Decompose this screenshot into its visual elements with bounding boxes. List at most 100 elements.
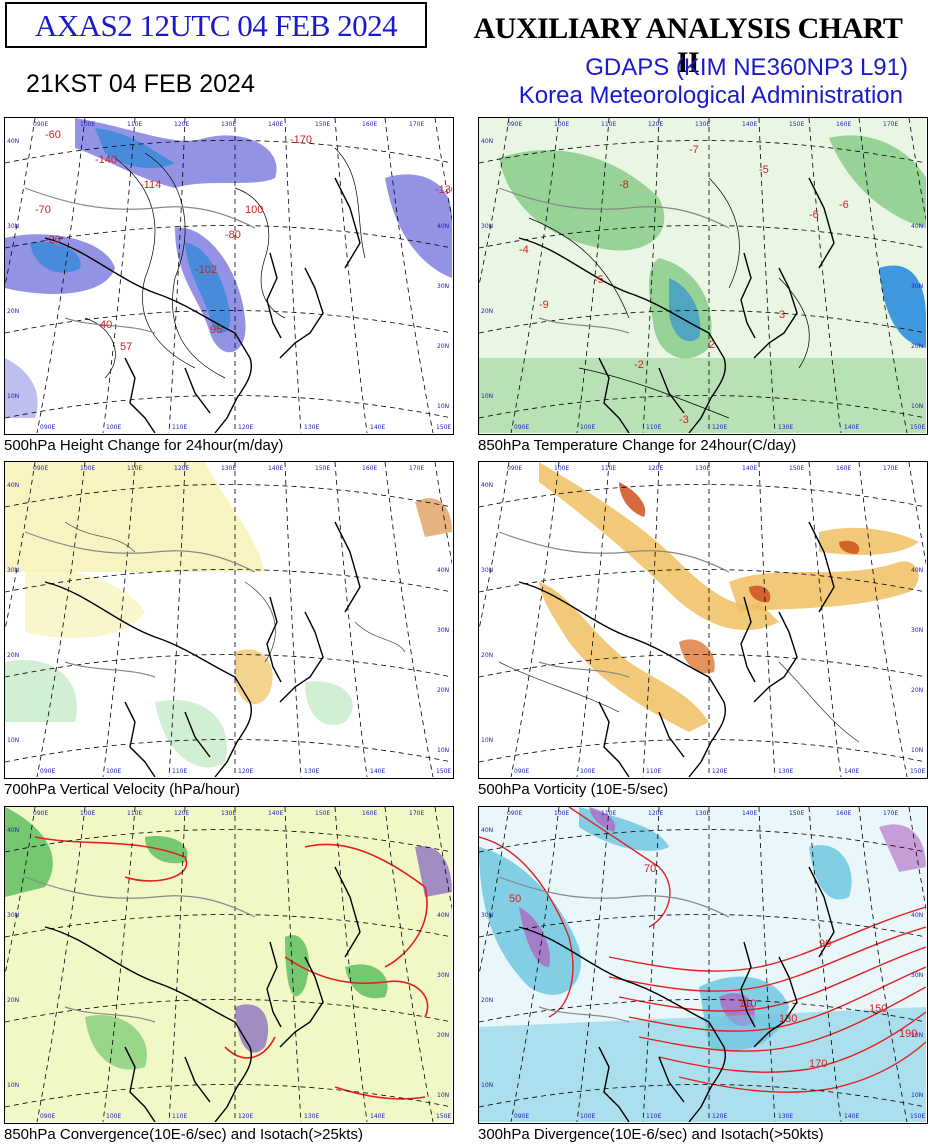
lon-label-bottom: 150E	[910, 768, 925, 775]
coastline	[518, 926, 726, 1122]
shaded-region	[145, 836, 188, 864]
shaded-region	[385, 174, 452, 278]
contour-line	[114, 157, 196, 369]
lon-label-top: 140E	[742, 810, 757, 817]
contour-line	[244, 581, 276, 663]
lon-label-top: 110E	[127, 121, 142, 128]
lat-label-right: 40N	[911, 223, 923, 230]
shaded-region	[619, 482, 646, 517]
contour-line	[578, 367, 730, 419]
value-label: -7	[689, 144, 699, 156]
lat-label-left: 30N	[7, 912, 19, 919]
lon-label-bottom: 140E	[844, 768, 859, 775]
map-svg-4: 090E 100E 110E 120E 130E 140E 150E 160E 170E 090E…	[5, 807, 452, 1122]
lon-label-top: 120E	[174, 465, 189, 472]
parallel-line	[5, 225, 452, 249]
lon-label-top: 120E	[648, 810, 663, 817]
parallel-line	[5, 654, 452, 678]
lon-label-bottom: 140E	[844, 424, 859, 431]
shaded-region	[499, 150, 665, 251]
lon-label-bottom: 150E	[436, 1113, 451, 1120]
lon-label-bottom: 110E	[646, 424, 661, 431]
shaded-region	[235, 649, 273, 705]
lon-label-bottom: 120E	[712, 424, 727, 431]
lon-label-bottom: 100E	[580, 768, 595, 775]
lon-label-top: 100E	[80, 810, 95, 817]
lat-label-left: 20N	[7, 997, 19, 1004]
contour-line	[224, 1036, 276, 1059]
value-label: -5	[759, 164, 769, 176]
lon-label-top: 150E	[315, 810, 330, 817]
value-label: -114	[140, 179, 161, 191]
lon-label-top: 120E	[174, 121, 189, 128]
lon-label-bottom: 150E	[910, 1113, 925, 1120]
shaded-region	[539, 582, 709, 732]
contour-line	[498, 661, 620, 713]
lat-label-right: 10N	[911, 747, 923, 754]
shaded-region	[185, 243, 231, 334]
contour-line	[34, 836, 188, 882]
lon-label-top: 160E	[362, 810, 377, 817]
contour-line	[638, 986, 926, 1052]
shaded-region	[345, 964, 388, 999]
shaded-region	[539, 462, 779, 631]
lon-label-top: 120E	[648, 121, 663, 128]
value-label: -102	[195, 264, 217, 276]
meridian-line	[758, 462, 776, 777]
lat-label-left: 10N	[7, 393, 19, 400]
lon-label-top: 130E	[221, 810, 236, 817]
parallel-line	[5, 1084, 452, 1108]
lon-label-top: 110E	[601, 121, 616, 128]
lon-label-top: 150E	[315, 465, 330, 472]
map-svg-3: 090E 100E 110E 120E 130E 140E 150E 160E 170E 090E…	[479, 462, 926, 777]
lon-label-top: 150E	[789, 465, 804, 472]
lat-label-left: 30N	[481, 912, 493, 919]
value-label: 2	[709, 339, 715, 351]
shaded-region	[519, 907, 550, 967]
contour-line	[608, 906, 926, 972]
lon-label-bottom: 100E	[106, 424, 121, 431]
meridian-line	[334, 807, 368, 1122]
parallel-line	[479, 395, 926, 419]
meridian-line	[384, 118, 434, 433]
value-label: 100	[245, 204, 263, 216]
lon-label-bottom: 110E	[646, 768, 661, 775]
lon-label-top: 160E	[836, 121, 851, 128]
parallel-line	[479, 225, 926, 249]
meridian-line	[642, 462, 660, 777]
lon-label-bottom: 120E	[238, 424, 253, 431]
country-border	[24, 876, 256, 1023]
lon-label-top: 120E	[648, 465, 663, 472]
lon-label-bottom: 130E	[778, 1113, 793, 1120]
value-label: -140	[95, 154, 117, 166]
shaded-region	[5, 807, 452, 1122]
lon-label-top: 170E	[409, 121, 424, 128]
lon-label-bottom: 150E	[436, 424, 451, 431]
coastline	[740, 177, 835, 359]
lat-label-left: 20N	[7, 308, 19, 315]
lon-label-top: 130E	[695, 810, 710, 817]
parallel-line	[479, 829, 926, 853]
lon-label-top: 170E	[409, 465, 424, 472]
meridian-line	[284, 118, 302, 433]
caption-500hpa-vorticity: 500hPa Vorticity (10E-5/sec)	[478, 781, 669, 798]
contour-line	[658, 1011, 926, 1073]
value-label: -4	[519, 244, 529, 256]
value-label: 150	[869, 1003, 887, 1015]
shaded-region	[30, 242, 81, 273]
parallel-line	[479, 140, 926, 164]
value-label: 170	[809, 1058, 827, 1070]
value-label: 3	[779, 309, 785, 321]
lat-label-left: 10N	[7, 1082, 19, 1089]
lon-label-bottom: 130E	[778, 424, 793, 431]
country-border	[498, 187, 730, 334]
contour-line	[334, 1086, 426, 1100]
panel-850hpa-temperature-change: 090E 100E 110E 120E 130E 140E 150E 160E 170E 090E…	[478, 117, 928, 435]
lon-label-top: 110E	[127, 465, 142, 472]
lat-label-right: 10N	[437, 747, 449, 754]
lon-label-bottom: 100E	[580, 1113, 595, 1120]
lat-label-left: 40N	[7, 827, 19, 834]
shaded-region	[5, 358, 38, 418]
caption-850hpa-temperature-change: 850hPa Temperature Change for 24hour(C/d…	[478, 437, 797, 454]
lon-label-top: 160E	[362, 465, 377, 472]
